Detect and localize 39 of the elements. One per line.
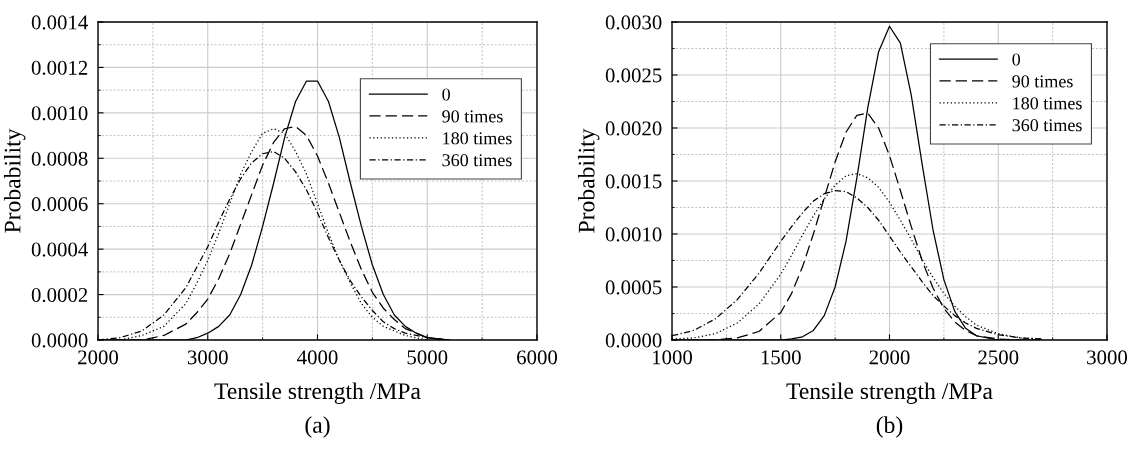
x-tick-label: 6000 bbox=[517, 350, 558, 365]
legend-label: 360 times bbox=[442, 154, 512, 167]
x-tick-label: 3000 bbox=[187, 350, 228, 365]
x-tick-label: 1500 bbox=[761, 350, 801, 365]
y-tick-label: 0.0015 bbox=[605, 174, 662, 189]
y-tick-label: 0.0002 bbox=[31, 287, 88, 303]
y-tick-label: 0.0012 bbox=[31, 60, 88, 75]
x-tick-label: 5000 bbox=[407, 350, 448, 365]
y-tick-label: 0.0008 bbox=[31, 151, 88, 166]
y-tick-label: 0.0030 bbox=[605, 15, 662, 30]
y-tick-label: 0.0014 bbox=[31, 15, 88, 30]
y-tick-label: 0.0006 bbox=[31, 197, 88, 212]
x-tick-label: 4000 bbox=[297, 350, 338, 365]
x-axis-title: Tensile strength /MPa bbox=[786, 382, 993, 404]
y-axis-title: Probability bbox=[577, 128, 600, 233]
y-axis-title: Probability bbox=[3, 128, 26, 233]
x-tick-label: 2000 bbox=[78, 350, 119, 365]
y-tick-label: 0.0004 bbox=[31, 242, 88, 257]
text: (a) bbox=[305, 416, 330, 438]
y-tick-label: 0.0010 bbox=[605, 227, 662, 242]
x-tick-label: 3000 bbox=[1087, 350, 1128, 365]
y-tick-label: 0.0005 bbox=[605, 280, 662, 295]
legend-label: 90 times bbox=[1012, 75, 1073, 88]
y-tick-label: 0.0020 bbox=[605, 121, 662, 136]
x-tick-label: 2500 bbox=[978, 350, 1019, 365]
y-tick-label: 0.0010 bbox=[31, 106, 88, 121]
legend-label: 180 times bbox=[1013, 97, 1082, 110]
x-axis-title: Tensile strength /MPa bbox=[214, 382, 421, 404]
legend-label: 0 bbox=[1012, 53, 1021, 66]
legend-label: 90 times bbox=[442, 110, 503, 123]
text: (b) bbox=[876, 416, 903, 438]
x-tick-label: 1000 bbox=[653, 350, 693, 365]
x-tick-label: 2000 bbox=[869, 350, 910, 365]
legend-label: 360 times bbox=[1012, 119, 1082, 132]
y-tick-label: 0.0025 bbox=[605, 68, 662, 83]
y-tick-label: 0.0000 bbox=[605, 333, 662, 348]
legend-label: 180 times bbox=[443, 132, 512, 145]
y-tick-label: 0.0000 bbox=[31, 333, 88, 348]
legend-label: 0 bbox=[442, 88, 450, 101]
